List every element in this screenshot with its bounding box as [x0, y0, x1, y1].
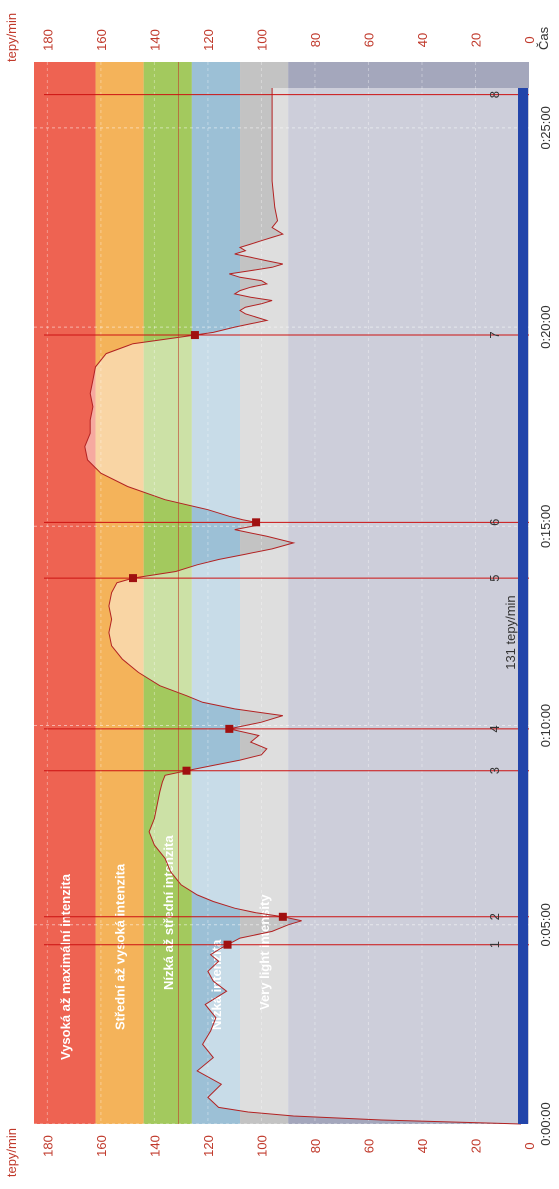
hr-tick-label-bottom: 160 [94, 1135, 109, 1157]
lap-markers: 1 2 3 4 5 6 7 8 [44, 91, 529, 949]
time-tick-label: 0:00:00 [538, 1102, 553, 1145]
hr-tick-label-top: 20 [468, 33, 483, 47]
lap-label: 3 [487, 767, 502, 774]
lap-marker [223, 940, 232, 949]
zone-bands: Vysoká až maximální intenzita Střední až … [34, 62, 529, 1124]
hr-tick-label-top: 140 [147, 29, 162, 51]
zone-band [240, 62, 289, 1124]
hr-tick-label-top: 100 [254, 29, 269, 51]
zone-band [95, 62, 144, 1124]
zone-band [191, 62, 241, 1124]
lap-label: 1 [487, 941, 502, 948]
hr-tick-label-bottom: 20 [468, 1139, 483, 1153]
zone-band [288, 62, 529, 1124]
hr-tick-label-top: 40 [415, 33, 430, 47]
hr-axis-title-top: tepy/min [4, 13, 19, 62]
lap-marker [129, 574, 137, 583]
lap-label: 8 [487, 91, 502, 98]
time-tick-label: 0:10:00 [538, 704, 553, 747]
hr-axis-title-bottom: tepy/min [4, 1128, 19, 1177]
hr-series [84, 88, 530, 1125]
time-tick-label: 0:15:00 [538, 505, 553, 548]
hr-tick-label-bottom: 140 [147, 1135, 162, 1157]
hr-tick-label-top: 80 [308, 33, 323, 47]
lap-label: 6 [487, 519, 502, 526]
hr-tick-label-top: 0 [522, 36, 537, 43]
average-line-group: 131 tepy/min [177, 62, 518, 1124]
lap-marker [225, 724, 234, 733]
hr-tick-label-top: 120 [201, 29, 216, 51]
zone-label: Nízká intenzita [209, 939, 224, 1030]
time-axis-title: Čas [536, 26, 551, 50]
time-tick-label: 0:20:00 [538, 305, 553, 348]
hr-tick-label-bottom: 40 [415, 1139, 430, 1153]
time-tick-label: 0:25:00 [538, 106, 553, 149]
axes: 0 0 20 20 40 40 60 60 80 80 100 100 120 120 140 140 160 1… [4, 13, 553, 1177]
zone-band [34, 62, 96, 1124]
lap-marker [278, 912, 287, 921]
time-axis-bar [518, 88, 528, 1124]
lap-label: 4 [487, 725, 502, 732]
lap-marker [252, 518, 261, 527]
lap-label: 2 [487, 913, 502, 920]
lap-marker [182, 766, 191, 775]
time-tick-label: 0:05:00 [538, 903, 553, 946]
lap-label: 7 [487, 331, 502, 338]
average-line-label: 131 tepy/min [503, 595, 518, 669]
hr-tick-label-bottom: 0 [522, 1142, 537, 1149]
hr-tick-label-bottom: 80 [308, 1139, 323, 1153]
zone-band [143, 62, 192, 1124]
lap-label: 5 [487, 574, 502, 581]
hr-tick-label-top: 180 [40, 29, 55, 51]
hr-line [84, 88, 522, 1125]
zone-label: Střední až vysoká intenzita [113, 863, 128, 1030]
hr-tick-label-bottom: 120 [201, 1135, 216, 1157]
hr-tick-label-bottom: 100 [254, 1135, 269, 1157]
zone-label: Vysoká až maximální intenzita [58, 873, 73, 1060]
lap-marker [190, 331, 199, 340]
zone-label: Very light intensity [257, 894, 272, 1010]
hr-area [84, 88, 530, 1124]
hr-tick-label-top: 160 [94, 29, 109, 51]
grid-lines [34, 62, 529, 1125]
hr-tick-label-top: 60 [361, 33, 376, 47]
hr-tick-label-bottom: 60 [361, 1139, 376, 1153]
hr-tick-label-bottom: 180 [40, 1135, 55, 1157]
